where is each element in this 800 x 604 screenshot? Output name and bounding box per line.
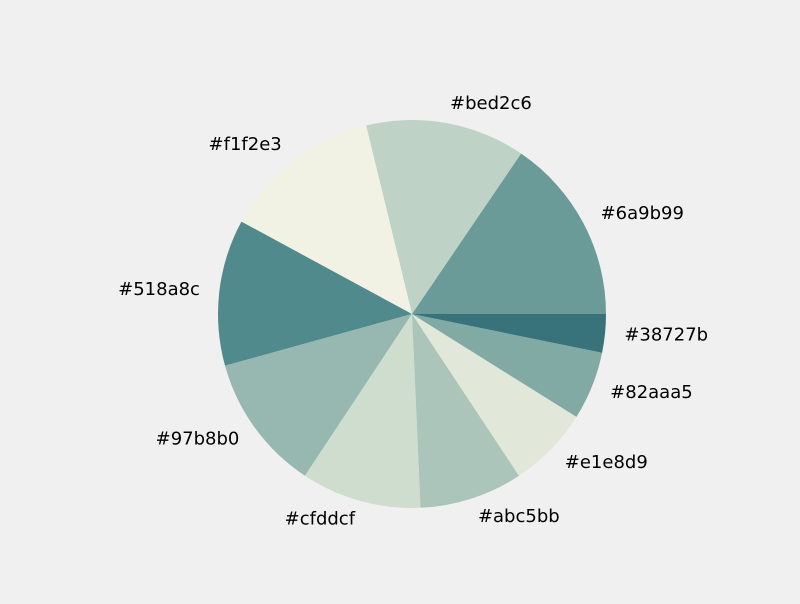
pie-slice bbox=[366, 119, 522, 314]
slice-label: #82aaa5 bbox=[610, 382, 693, 403]
pie-slice bbox=[304, 314, 421, 508]
pie-slice bbox=[218, 221, 412, 366]
slice-label: #bed2c6 bbox=[450, 93, 532, 114]
pie-labels: #6a9b99 #bed2c6 #f1f2e3 #518a8c #97b8b0 #cfdd… bbox=[118, 93, 708, 530]
slice-label: #97b8b0 bbox=[156, 428, 240, 449]
slice-label: #f1f2e3 bbox=[209, 134, 282, 155]
pie-slice bbox=[412, 314, 603, 417]
pie-slice bbox=[225, 314, 412, 476]
pie-slice bbox=[412, 314, 577, 476]
slice-label: #cfddcf bbox=[285, 509, 356, 530]
slice-label: #38727b bbox=[624, 324, 708, 345]
pie-slice bbox=[241, 125, 412, 314]
pie-slice bbox=[412, 314, 520, 508]
pie-slice bbox=[412, 153, 606, 314]
slice-label: #abc5bb bbox=[478, 506, 560, 527]
pie-slice bbox=[412, 314, 606, 353]
slice-label: #518a8c bbox=[118, 279, 200, 300]
pie-slices bbox=[218, 119, 606, 508]
slice-label: #e1e8d9 bbox=[565, 452, 648, 473]
slice-label: #6a9b99 bbox=[601, 203, 684, 224]
